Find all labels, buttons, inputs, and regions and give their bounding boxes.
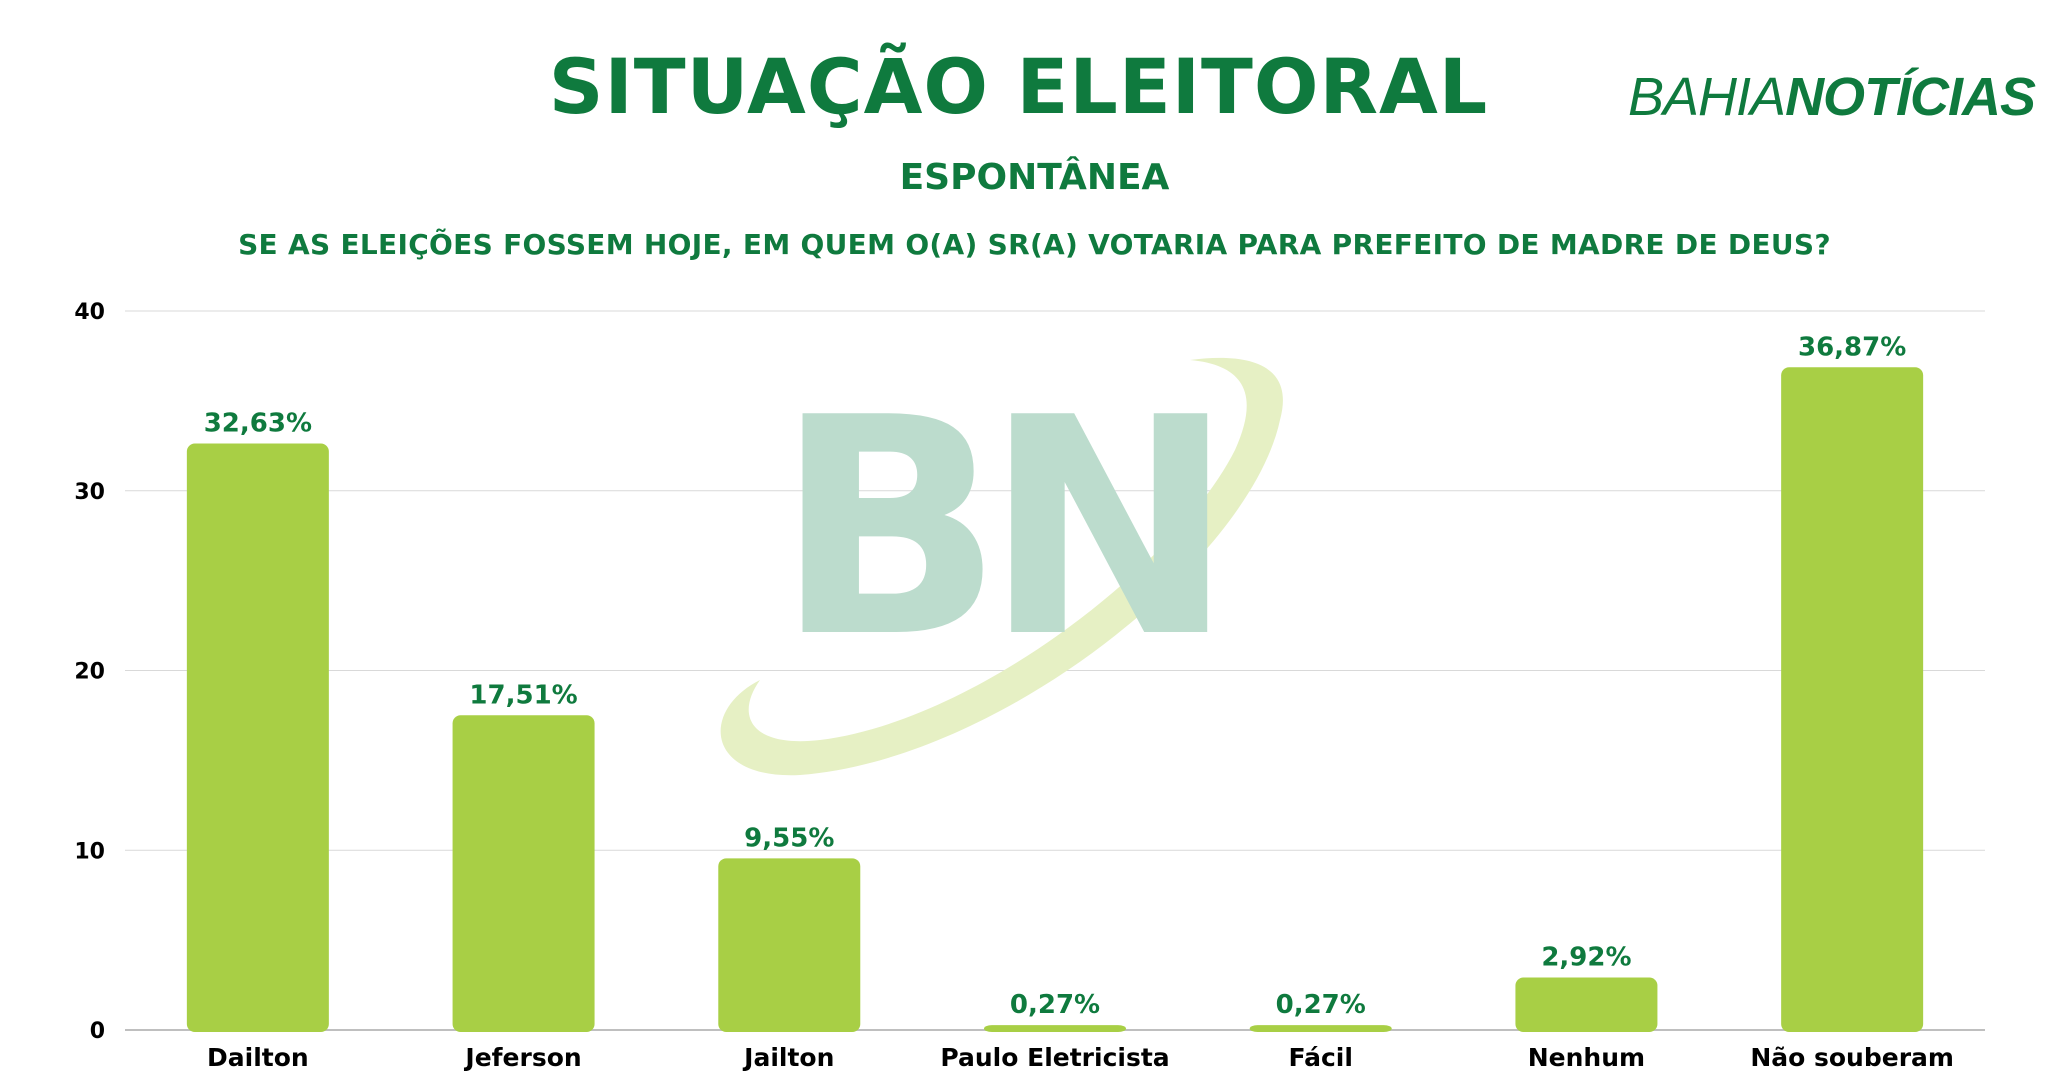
y-tick-label: 10 [74, 839, 105, 864]
bar [1515, 977, 1658, 1032]
y-tick-label: 0 [90, 1019, 105, 1044]
chart-subtitle: ESPONTÂNEA [899, 157, 1170, 198]
bars [186, 367, 1924, 1033]
bar [186, 443, 329, 1033]
bar [718, 858, 861, 1032]
survey-question: SE AS ELEIÇÕES FOSSEM HOJE, EM QUEM O(A)… [238, 228, 1831, 261]
data-label: 0,27% [1276, 990, 1366, 1020]
bar [452, 715, 595, 1032]
x-tick-label: Fácil [1288, 1043, 1352, 1072]
bar [1781, 367, 1924, 1033]
x-tick-label: Jailton [742, 1043, 834, 1072]
data-labels: 32,63% 17,51% 9,55% 0,27% 0,27% 2,92% 36,87% [204, 332, 1907, 1020]
x-axis-ticks: Dailton Jeferson Jailton Paulo Eletricista F… [207, 1043, 1954, 1072]
watermark-letters: BN [775, 354, 1215, 703]
bn-watermark: BN [720, 354, 1283, 776]
y-tick-label: 40 [74, 300, 105, 325]
data-label: 9,55% [744, 823, 834, 853]
y-tick-label: 30 [74, 480, 105, 505]
data-label: 2,92% [1541, 943, 1631, 973]
data-label: 0,27% [1010, 990, 1100, 1020]
x-tick-label: Dailton [207, 1043, 309, 1072]
watermark-swoosh [720, 357, 1283, 776]
data-label: 17,51% [469, 680, 577, 710]
x-tick-label: Paulo Eletricista [940, 1043, 1169, 1072]
data-label: 32,63% [204, 408, 312, 438]
data-label: 36,87% [1798, 332, 1906, 362]
bahia-noticias-logo: BAHIANOTÍCIAS [1628, 66, 2036, 128]
bar [984, 1025, 1126, 1032]
y-axis-ticks: 0 10 20 30 40 [74, 300, 105, 1044]
y-tick-label: 20 [74, 660, 105, 685]
bar [1249, 1025, 1392, 1032]
x-tick-label: Jeferson [463, 1043, 581, 1072]
logo-part-2: NOTÍCIAS [1785, 67, 2036, 127]
x-tick-label: Nenhum [1528, 1043, 1645, 1072]
logo-part-1: BAHIA [1628, 67, 1786, 127]
chart-title: SITUAÇÃO ELEITORAL [548, 42, 1489, 131]
x-tick-label: Não souberam [1750, 1043, 1954, 1072]
